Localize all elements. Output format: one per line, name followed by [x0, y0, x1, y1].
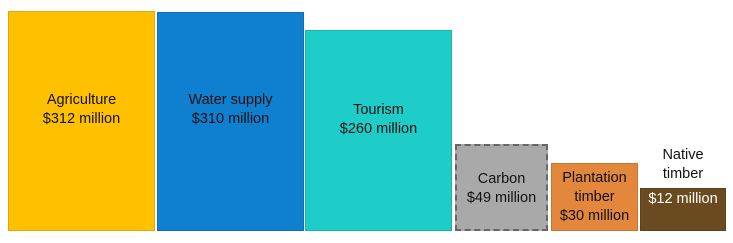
- value-label: $310 million: [191, 111, 270, 128]
- bar-label: Carbon $49 million: [457, 170, 546, 208]
- category-label-outside: Native timber: [660, 146, 706, 184]
- bar-label: $12 million: [641, 190, 725, 209]
- value-label: $49 million: [466, 190, 537, 207]
- bar: Agriculture $312 million: [8, 11, 155, 231]
- bar: $12 million: [640, 187, 726, 231]
- category-label: Agriculture: [46, 92, 117, 108]
- bar: Tourism $260 million: [305, 30, 452, 231]
- bar-label: Agriculture $312 million: [9, 91, 154, 129]
- bar-label: Tourism $260 million: [306, 101, 451, 139]
- bar-label: Plantation timber $30 million: [552, 169, 637, 226]
- category-label: Water supply: [188, 92, 273, 109]
- bar: Carbon $49 million: [455, 143, 548, 231]
- bar: Plantation timber $30 million: [551, 162, 638, 231]
- value-label: $30 million: [559, 208, 630, 225]
- bar: Water supply $310 million: [157, 11, 304, 231]
- value-label: $12 million: [648, 190, 718, 207]
- category-label: Carbon: [477, 171, 526, 188]
- value-label: $260 million: [339, 120, 418, 137]
- category-label: Native timber: [662, 146, 704, 182]
- bar-label: Water supply $310 million: [158, 91, 303, 129]
- value-label: $312 million: [42, 111, 121, 127]
- category-label: Tourism: [353, 101, 404, 118]
- category-label: Plantation timber: [562, 170, 627, 206]
